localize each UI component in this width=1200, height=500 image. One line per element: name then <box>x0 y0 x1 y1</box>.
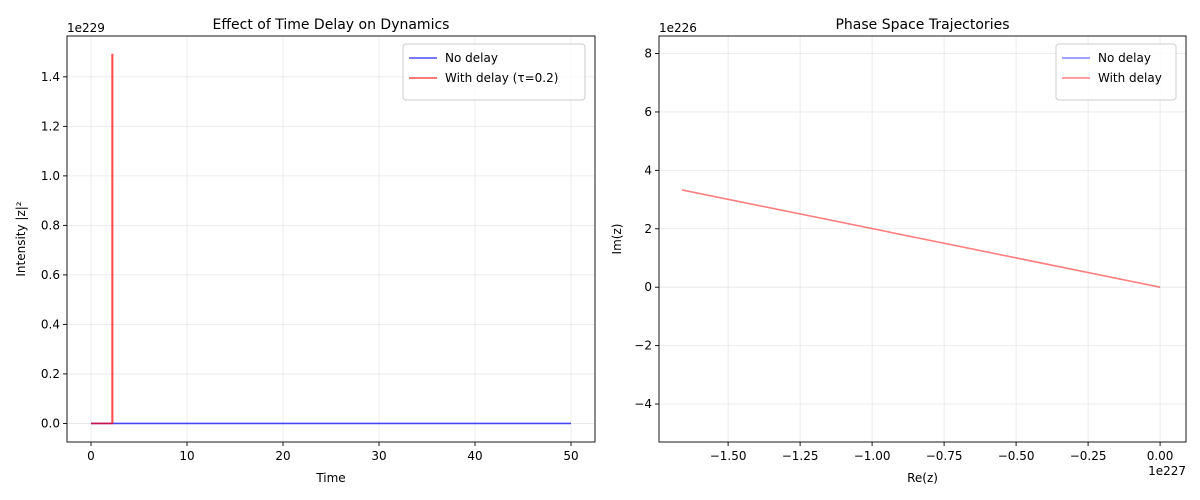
x-tick-label: −1.00 <box>854 449 891 463</box>
series-line <box>91 53 114 425</box>
y-tick-label: 4 <box>644 163 652 177</box>
legend-label: With delay (τ=0.2) <box>445 71 558 85</box>
y-tick-label: 1.0 <box>41 169 60 183</box>
y-tick-label: 2 <box>644 222 652 236</box>
x-tick-label: 10 <box>179 449 194 463</box>
y-tick-label: 0.4 <box>41 317 60 331</box>
x-offset-label: 1e227 <box>1148 464 1186 478</box>
right-chart-panel: −1.50 −1.25 −1.00 −0.75 −0.50 −0.25 0.00 −4 −2 0 2… <box>610 17 1187 485</box>
x-tick-label: −1.25 <box>782 449 819 463</box>
y-tick-label: 0.6 <box>41 268 60 282</box>
y-axis-label: Im(z) <box>610 224 624 255</box>
x-tick-label: −0.25 <box>1070 449 1107 463</box>
chart-title: Effect of Time Delay on Dynamics <box>213 17 450 33</box>
left-chart-panel: 0 10 20 30 40 50 0.0 0.2 0.4 0.6 0.8 1.0 1.2 1.4 Effec… <box>14 17 596 485</box>
x-tick-label: 0.00 <box>1147 449 1174 463</box>
x-tick-label: 30 <box>371 449 386 463</box>
y-tick-label: 1.2 <box>41 119 60 133</box>
y-tick-label: 1.4 <box>41 70 60 84</box>
y-tick-label: 0 <box>644 280 652 294</box>
series-line <box>681 189 1161 288</box>
y-tick-label: 0.0 <box>41 416 60 430</box>
y-tick-label: −4 <box>634 397 652 411</box>
x-axis-label: Re(z) <box>907 471 938 485</box>
y-offset-label: 1e229 <box>67 21 105 35</box>
x-tick-label: 0 <box>87 449 95 463</box>
legend-label: No delay <box>445 51 498 65</box>
axes-frame <box>66 35 596 443</box>
x-tick-label: −0.75 <box>926 449 963 463</box>
y-tick-label: 8 <box>644 47 652 61</box>
legend-label: No delay <box>1098 51 1151 65</box>
x-tick-label: −0.50 <box>998 449 1035 463</box>
legend-label: With delay <box>1098 71 1162 85</box>
y-tick-label: −2 <box>634 339 652 353</box>
x-tick-label: 50 <box>563 449 578 463</box>
x-tick-label: 20 <box>275 449 290 463</box>
y-tick-label: 0.2 <box>41 367 60 381</box>
y-tick-label: 6 <box>644 105 652 119</box>
x-axis-label: Time <box>315 471 345 485</box>
legend-box <box>402 43 586 101</box>
y-offset-label: 1e226 <box>659 21 697 35</box>
x-tick-label: 40 <box>467 449 482 463</box>
x-tick-label: −1.50 <box>710 449 747 463</box>
y-axis-label: Intensity |z|² <box>14 201 28 276</box>
y-tick-label: 0.8 <box>41 218 60 232</box>
axes-frame <box>658 35 1187 443</box>
chart-title: Phase Space Trajectories <box>835 17 1009 33</box>
